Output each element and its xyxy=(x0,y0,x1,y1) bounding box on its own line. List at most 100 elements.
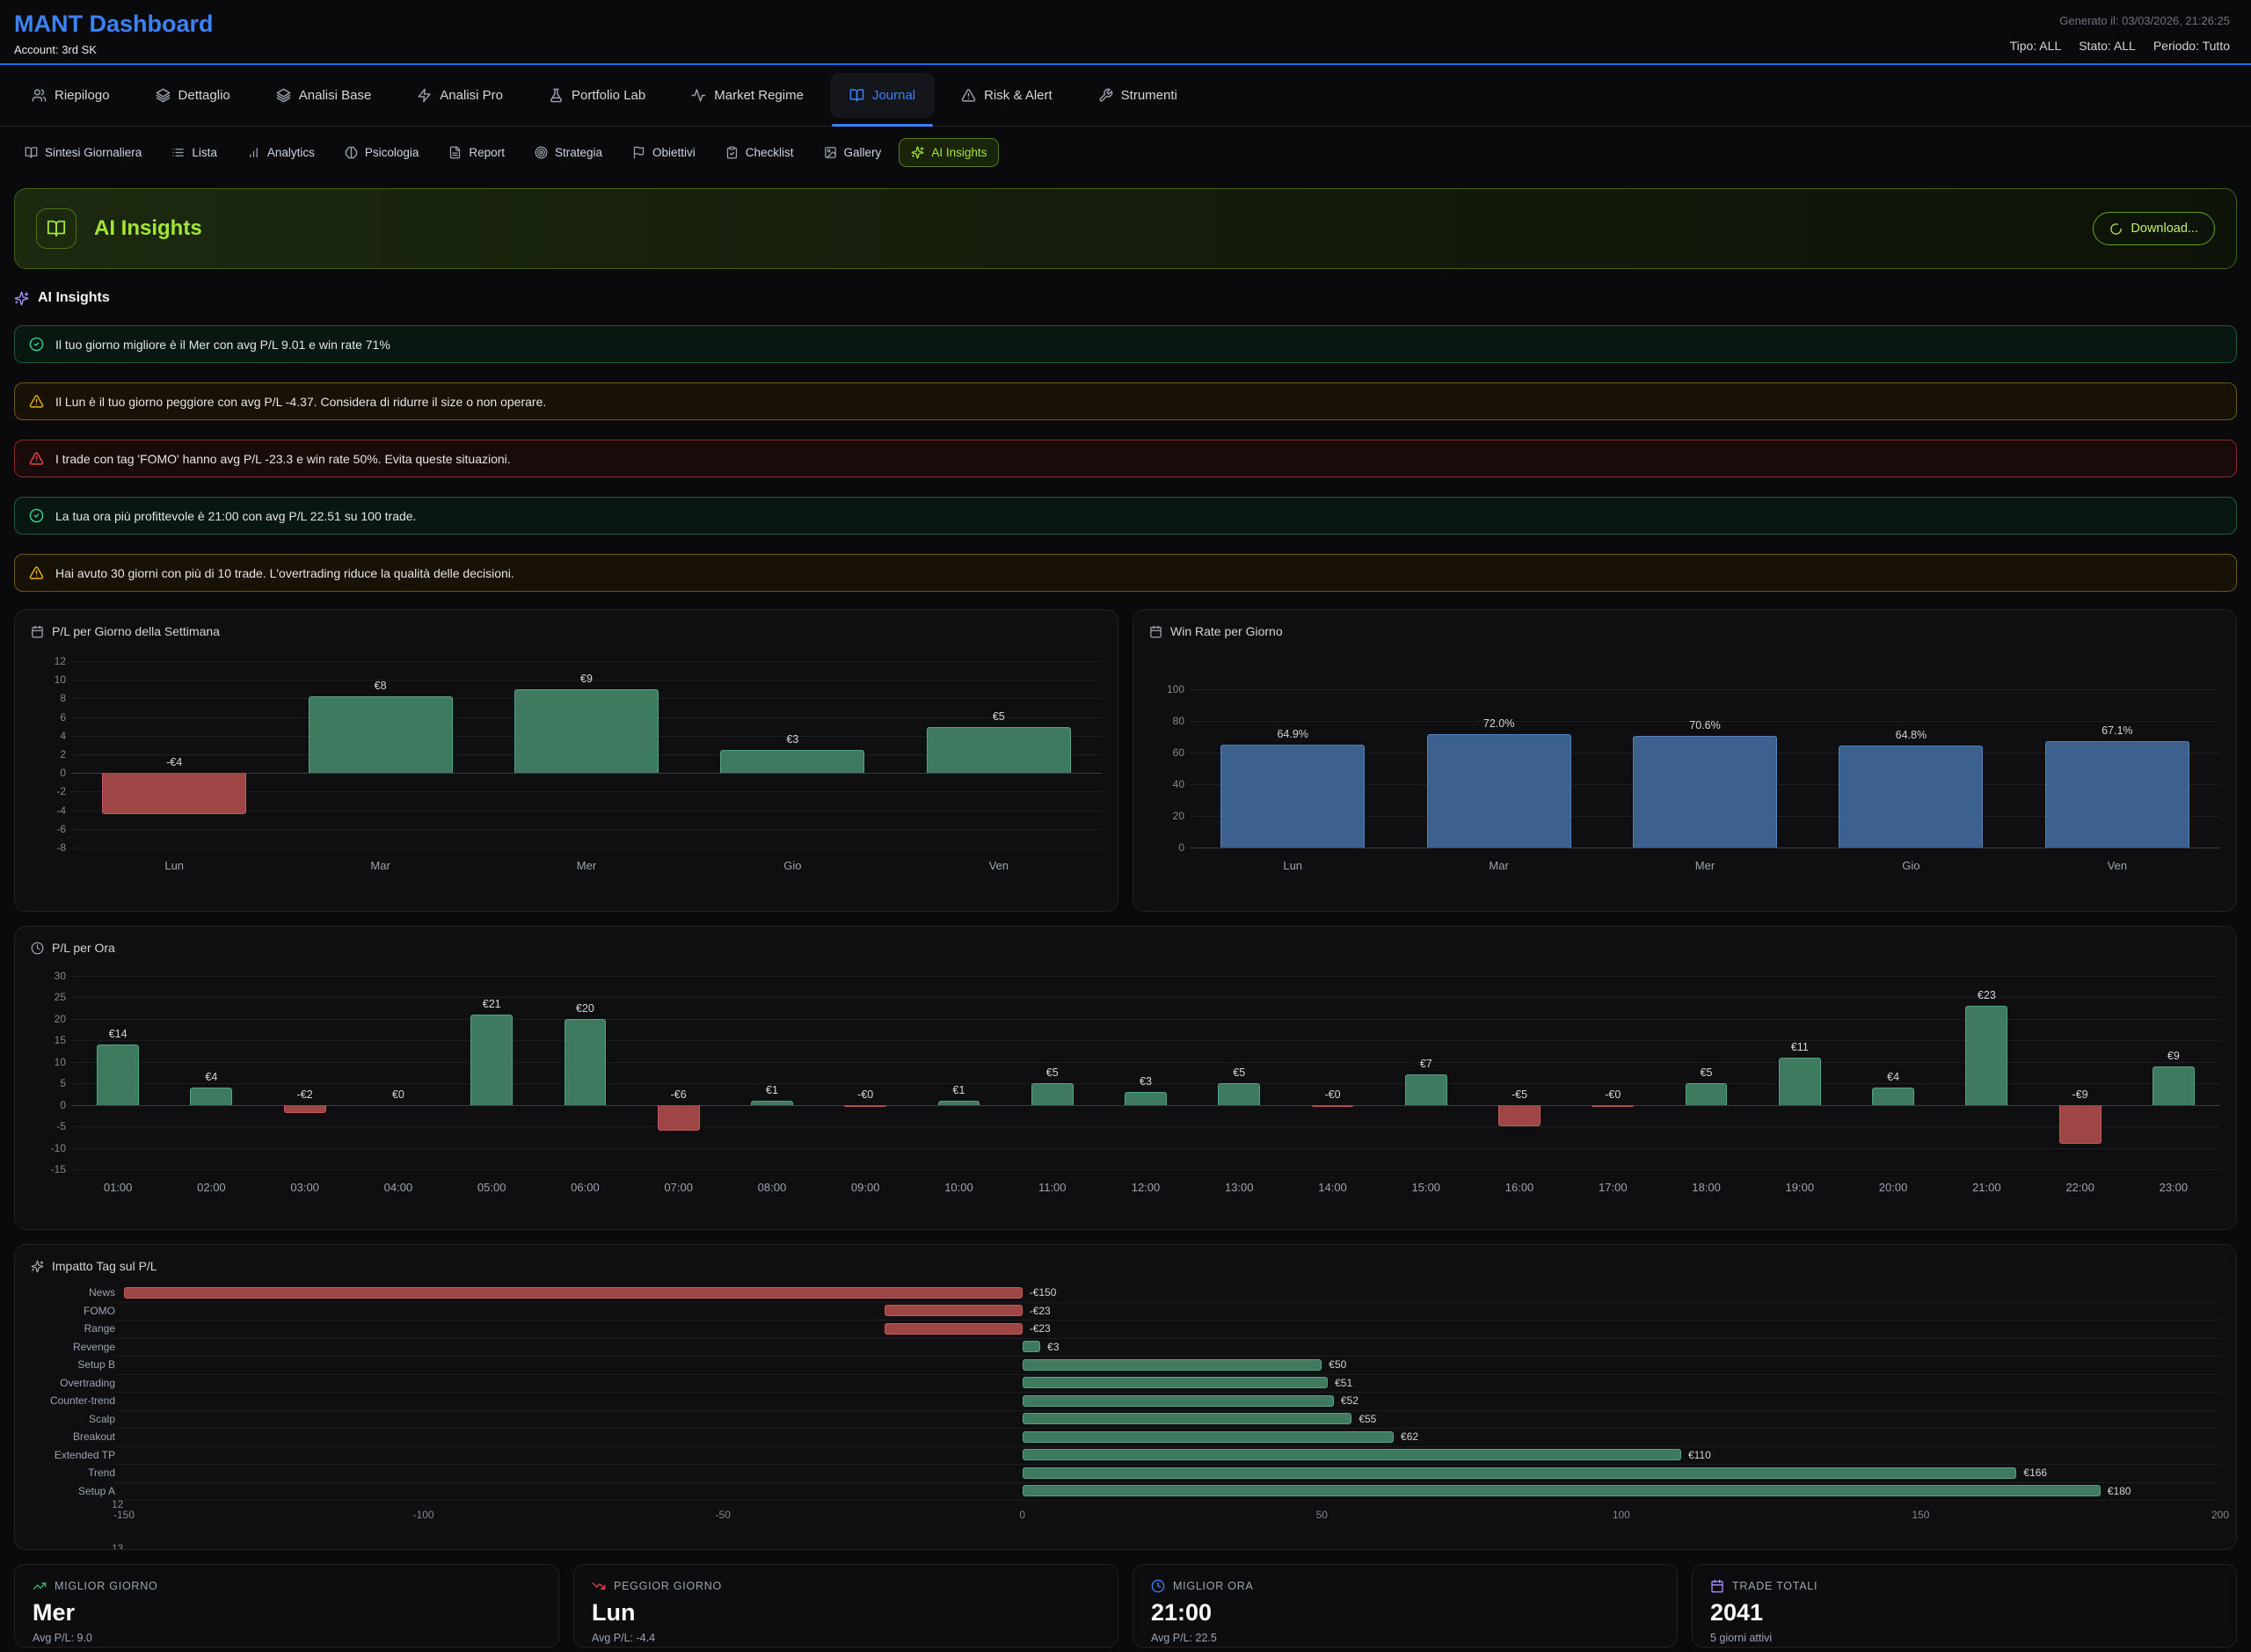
tab-portfolio-lab[interactable]: Portfolio Lab xyxy=(529,65,665,126)
subtab-label: Psicologia xyxy=(365,146,419,159)
bar-gio xyxy=(1839,746,1983,848)
check-circle-icon xyxy=(29,337,44,352)
category-label: 23:00 xyxy=(2160,1181,2189,1194)
category-label: Lun xyxy=(1283,859,1302,872)
gridline xyxy=(71,1126,2220,1127)
bar-value-label: €23 xyxy=(1978,989,1996,1001)
category-label: 14:00 xyxy=(1318,1181,1347,1194)
y-axis-tick: 8 xyxy=(31,692,66,704)
y-axis-tick: -8 xyxy=(31,841,66,854)
subtab-strategia[interactable]: Strategia xyxy=(522,138,615,167)
target-icon xyxy=(535,146,548,159)
app-title: MANT Dashboard xyxy=(14,11,214,37)
bar-value-label: 67.1% xyxy=(2102,724,2132,737)
bar-value-label: €8 xyxy=(375,680,387,692)
tag-label-range: Range xyxy=(31,1322,115,1335)
subtab-ai-insights[interactable]: AI Insights xyxy=(899,138,999,167)
y-axis-tick: -4 xyxy=(31,804,66,817)
chart-plot: 121086420-2-4-6-8-€4Lun€8Mar€9Mer€3Gio€5… xyxy=(71,661,1102,848)
subtab-lista[interactable]: Lista xyxy=(159,138,229,167)
category-label: 22:00 xyxy=(2065,1181,2094,1194)
tab-riepilogo[interactable]: Riepilogo xyxy=(12,65,129,126)
tab-journal[interactable]: Journal xyxy=(830,73,935,118)
tab-analisi-base[interactable]: Analisi Base xyxy=(257,65,391,126)
bar-08-00 xyxy=(751,1101,793,1105)
tag-value-label: -€23 xyxy=(1030,1305,1051,1317)
calendar-icon xyxy=(1149,625,1162,638)
y-axis-tick: 6 xyxy=(31,711,66,724)
tag-label-setup-b: Setup B xyxy=(31,1358,115,1371)
category-label: 06:00 xyxy=(571,1181,600,1194)
row-separator xyxy=(115,1446,2220,1447)
category-label: Mer xyxy=(1695,859,1715,872)
ai-insights-banner: AI Insights Download... xyxy=(14,188,2237,269)
main-tabs: RiepilogoDettaglio Analisi Base Analisi Pr… xyxy=(0,65,2251,127)
trending-down-icon xyxy=(592,1579,606,1593)
bar-07-00 xyxy=(658,1105,700,1131)
download-button[interactable]: Download... xyxy=(2093,212,2215,245)
summary-card-sub: Avg P/L: -4.4 xyxy=(592,1632,1100,1644)
alert-triangle-icon xyxy=(29,451,44,466)
chart-title: P/L per Ora xyxy=(52,941,115,955)
section-title: AI Insights xyxy=(38,290,110,306)
category-label: Mar xyxy=(1489,859,1508,872)
gridline xyxy=(71,997,2220,998)
tab-analisi-pro[interactable]: Analisi Pro xyxy=(397,65,522,126)
subtab-checklist[interactable]: Checklist xyxy=(713,138,806,167)
axis-artifact: 13 xyxy=(112,1542,123,1550)
file-text-icon xyxy=(448,146,462,159)
tag-label-news: News xyxy=(31,1286,115,1299)
tag-label-overtrading: Overtrading xyxy=(31,1377,115,1389)
tag-value-label: €55 xyxy=(1359,1413,1376,1425)
subtab-label: AI Insights xyxy=(931,146,987,159)
bar-05-00 xyxy=(470,1015,513,1105)
tag-bar-setup-b xyxy=(1023,1359,1322,1371)
tab-label: Analisi Base xyxy=(299,88,372,103)
subtab-label: Gallery xyxy=(844,146,882,159)
summary-card-peggior-giorno: PEGGIOR GIORNOLunAvg P/L: -4.4 xyxy=(573,1564,1118,1648)
row-separator xyxy=(115,1356,2220,1357)
header-left: MANT Dashboard Account: 3rd SK xyxy=(14,11,214,56)
subtab-report[interactable]: Report xyxy=(436,138,517,167)
category-label: 04:00 xyxy=(384,1181,413,1194)
subtab-obiettivi[interactable]: Obiettivi xyxy=(620,138,708,167)
bar-19-00 xyxy=(1779,1058,1821,1105)
subtab-sintesi-giornaliera[interactable]: Sintesi Giornaliera xyxy=(12,138,154,167)
x-axis-tick: 150 xyxy=(1912,1509,1929,1521)
tab-market-regime[interactable]: Market Regime xyxy=(672,65,823,126)
section-header: AI Insights xyxy=(14,290,2237,306)
bar-06-00 xyxy=(565,1019,607,1105)
bar-03-00 xyxy=(284,1105,326,1114)
tab-strumenti[interactable]: Strumenti xyxy=(1079,65,1197,126)
bar-mar xyxy=(309,696,453,773)
y-axis-tick: -6 xyxy=(31,823,66,835)
subtab-label: Checklist xyxy=(746,146,794,159)
users-icon xyxy=(32,88,47,103)
insight-row-success: Il tuo giorno migliore è il Mer con avg … xyxy=(14,325,2237,363)
subtab-analytics[interactable]: Analytics xyxy=(235,138,327,167)
chart-pl-per-giorno-card: P/L per Giorno della Settimana 121086420-… xyxy=(14,609,1118,912)
bar-21-00 xyxy=(1965,1006,2007,1104)
category-label: 09:00 xyxy=(851,1181,880,1194)
insight-row-warning: Hai avuto 30 giorni con più di 10 trade.… xyxy=(14,554,2237,592)
bar-chart-icon xyxy=(247,146,260,159)
tag-label-counter-trend: Counter-trend xyxy=(31,1394,115,1407)
clock-icon-wrap xyxy=(1151,1579,1165,1593)
summary-card-sub: Avg P/L: 22.5 xyxy=(1151,1632,1659,1644)
tab-risk-and-alert[interactable]: Risk & Alert xyxy=(942,65,1072,126)
y-axis-tick: 0 xyxy=(31,1099,66,1111)
category-label: Ven xyxy=(2108,859,2127,872)
chart-title: Impatto Tag sul P/L xyxy=(52,1259,157,1273)
tab-dettaglio[interactable]: Dettaglio xyxy=(136,65,250,126)
chart-title: P/L per Giorno della Settimana xyxy=(52,624,220,638)
summary-card-sub: Avg P/L: 9.0 xyxy=(33,1632,541,1644)
bar-value-label: €4 xyxy=(1887,1071,1899,1083)
subtab-gallery[interactable]: Gallery xyxy=(812,138,894,167)
subtab-psicologia[interactable]: Psicologia xyxy=(332,138,432,167)
summary-card-trade-totali: TRADE TOTALI20415 giorni attivi xyxy=(1692,1564,2237,1648)
y-axis-tick: 15 xyxy=(31,1034,66,1046)
clipboard-check-icon xyxy=(725,146,739,159)
tag-label-setup-a: Setup A xyxy=(31,1485,115,1497)
y-axis-tick: 40 xyxy=(1149,778,1184,790)
tag-value-label: €180 xyxy=(2108,1485,2131,1497)
